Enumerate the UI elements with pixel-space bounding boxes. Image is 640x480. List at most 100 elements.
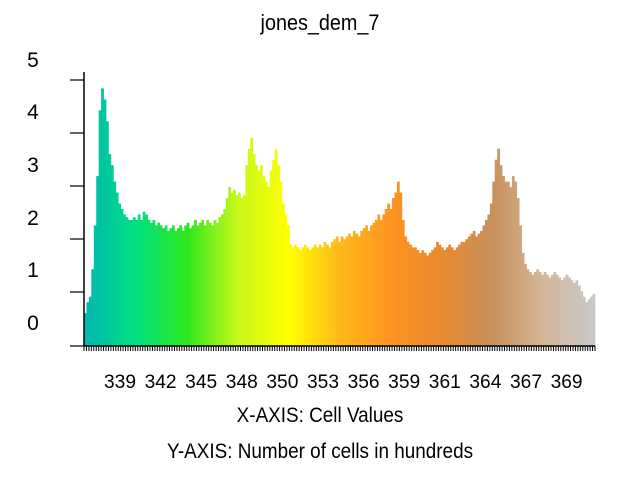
histogram-bar xyxy=(399,192,403,346)
histogram-bar xyxy=(340,236,344,346)
y-tick-label: 4 xyxy=(27,101,39,124)
histogram-bar xyxy=(431,250,434,346)
histogram-bar xyxy=(103,99,107,347)
x-tick-label: 345 xyxy=(185,372,217,393)
histogram-bar xyxy=(235,195,239,346)
histogram-bar xyxy=(414,247,417,346)
histogram-bar xyxy=(506,181,510,346)
histogram-bar xyxy=(575,280,579,346)
histogram-bar xyxy=(472,230,476,346)
histogram-bar xyxy=(306,247,310,346)
histogram-bar xyxy=(172,225,175,346)
histogram-bar xyxy=(345,236,349,346)
histogram-bar xyxy=(191,225,195,346)
histogram-bar xyxy=(370,225,373,346)
histogram-bar xyxy=(492,181,496,346)
histogram-bar xyxy=(394,192,398,346)
histogram-bar xyxy=(184,225,188,346)
histogram-bar xyxy=(533,272,537,346)
histogram-bar xyxy=(157,222,161,346)
histogram-bar xyxy=(167,230,170,346)
y-tick-label: 1 xyxy=(27,259,39,282)
histogram-bar xyxy=(284,214,288,346)
histogram-bar xyxy=(355,233,359,346)
histogram-bar xyxy=(120,209,124,346)
histogram-bar xyxy=(115,192,119,346)
histogram-bar xyxy=(360,230,364,346)
histogram-bar xyxy=(470,233,474,346)
histogram-bar xyxy=(252,154,256,346)
histogram-bar xyxy=(123,214,126,346)
histogram-bar xyxy=(553,272,557,346)
x-tick-label: 364 xyxy=(469,372,501,393)
histogram-bar xyxy=(433,247,437,346)
histogram-bar xyxy=(299,250,302,346)
histogram-bar xyxy=(568,277,571,346)
histogram-bar xyxy=(267,187,271,346)
histogram-bar xyxy=(489,203,493,346)
histogram-bar xyxy=(277,165,280,346)
histogram-bar xyxy=(142,211,146,346)
histogram-bar xyxy=(531,274,535,346)
histogram-bar xyxy=(514,181,518,346)
histogram-bar xyxy=(220,214,224,346)
histogram-bar xyxy=(352,230,356,346)
histogram-bar xyxy=(521,252,525,346)
histogram-bar xyxy=(372,222,376,346)
histogram-bar xyxy=(316,247,320,346)
histogram-bar xyxy=(543,272,547,346)
histogram-bar xyxy=(511,176,515,346)
histogram-bar xyxy=(526,269,530,346)
histogram-bar xyxy=(208,222,212,346)
histogram-bar xyxy=(396,181,400,346)
histogram-bar xyxy=(93,225,97,346)
histogram-bar xyxy=(176,228,180,346)
histogram-bar xyxy=(465,239,469,346)
histogram-bar xyxy=(247,148,251,346)
y-axis-label: Y-AXIS: Number of cells in hundreds xyxy=(166,440,474,463)
x-tick-label: 339 xyxy=(104,372,136,393)
histogram-bar xyxy=(279,181,283,346)
histogram-bar xyxy=(357,236,361,346)
histogram-bar xyxy=(480,230,483,346)
histogram-bar xyxy=(145,214,148,346)
chart-title: jones_dem_7 xyxy=(260,10,380,35)
histogram-bar xyxy=(255,165,258,346)
histogram-bar xyxy=(409,244,412,346)
histogram-bar xyxy=(86,302,90,346)
histogram-bar xyxy=(257,170,261,346)
histogram-bar xyxy=(519,225,522,346)
histogram-bar xyxy=(460,241,464,346)
histogram-bar xyxy=(389,209,393,346)
histogram-bar xyxy=(484,219,488,346)
histogram-bar xyxy=(203,225,207,346)
histogram-bar xyxy=(262,176,266,346)
histogram-bar xyxy=(194,219,197,346)
histogram-bar xyxy=(181,230,185,346)
histogram-bar xyxy=(118,203,122,346)
histogram-bar xyxy=(494,159,498,346)
histogram-bar xyxy=(538,272,542,346)
histogram-bar xyxy=(272,159,276,346)
histogram-bar xyxy=(98,110,102,346)
histogram-bar xyxy=(379,219,383,346)
histogram-bar xyxy=(198,222,202,346)
histogram-bar xyxy=(154,225,158,346)
histogram-bar xyxy=(392,198,395,346)
histogram-bar xyxy=(113,181,117,346)
histogram-bar xyxy=(128,219,131,346)
histogram-bar xyxy=(482,225,486,346)
histogram-bar xyxy=(497,148,500,346)
histogram-bar xyxy=(423,252,427,346)
histogram-bar xyxy=(455,247,459,346)
histogram-bar xyxy=(308,250,312,346)
histogram-bar xyxy=(174,230,178,346)
histogram-bar xyxy=(147,219,151,346)
histogram-bar xyxy=(418,252,422,346)
histogram-bar xyxy=(475,236,478,346)
histogram-bar xyxy=(590,296,593,346)
histogram-bar xyxy=(238,192,241,346)
histogram-bar xyxy=(228,187,232,346)
histogram-bar xyxy=(448,244,452,346)
